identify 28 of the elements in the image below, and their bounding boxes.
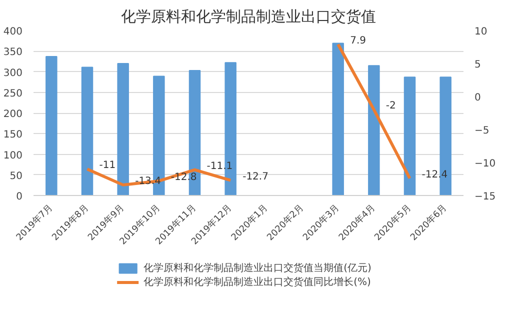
y-tick-label: 150 [3, 130, 23, 141]
y-tick-label: 300 [3, 68, 23, 79]
y-tick-label: 350 [3, 47, 23, 58]
y-tick-label: 400 [3, 26, 23, 38]
data-label: -11 [99, 160, 116, 172]
bar [46, 56, 58, 196]
bar [404, 76, 416, 196]
bar [332, 42, 344, 196]
y2-tick-label: 5 [474, 60, 481, 70]
y-tick-label: 0 [16, 192, 23, 202]
data-label: 7.9 [350, 35, 366, 46]
y2-tick-label: −5 [474, 126, 490, 136]
bar [368, 65, 380, 196]
y-tick-label: 100 [3, 150, 23, 162]
bar [81, 66, 94, 196]
legend-label: 化学原料和化学制品制造业出口交货值同比增长(%) [144, 276, 371, 289]
chart-title: 化学原料和化学制品制造业出口交货值 [121, 8, 376, 26]
y-tick-label: 50 [10, 170, 23, 182]
y2-tick-label: −10 [474, 158, 496, 170]
data-label: -2 [386, 100, 396, 112]
y-tick-label: 200 [3, 109, 23, 120]
data-label: -12.7 [242, 171, 268, 182]
y2-tick-label: 0 [474, 92, 481, 104]
bar [117, 63, 129, 196]
y-tick-label: 250 [3, 88, 23, 100]
y2-tick-label: 10 [474, 26, 488, 38]
y2-tick-label: −15 [474, 192, 496, 202]
legend-label: 化学原料和化学制品制造业出口交货值当期值(亿元) [144, 262, 372, 275]
